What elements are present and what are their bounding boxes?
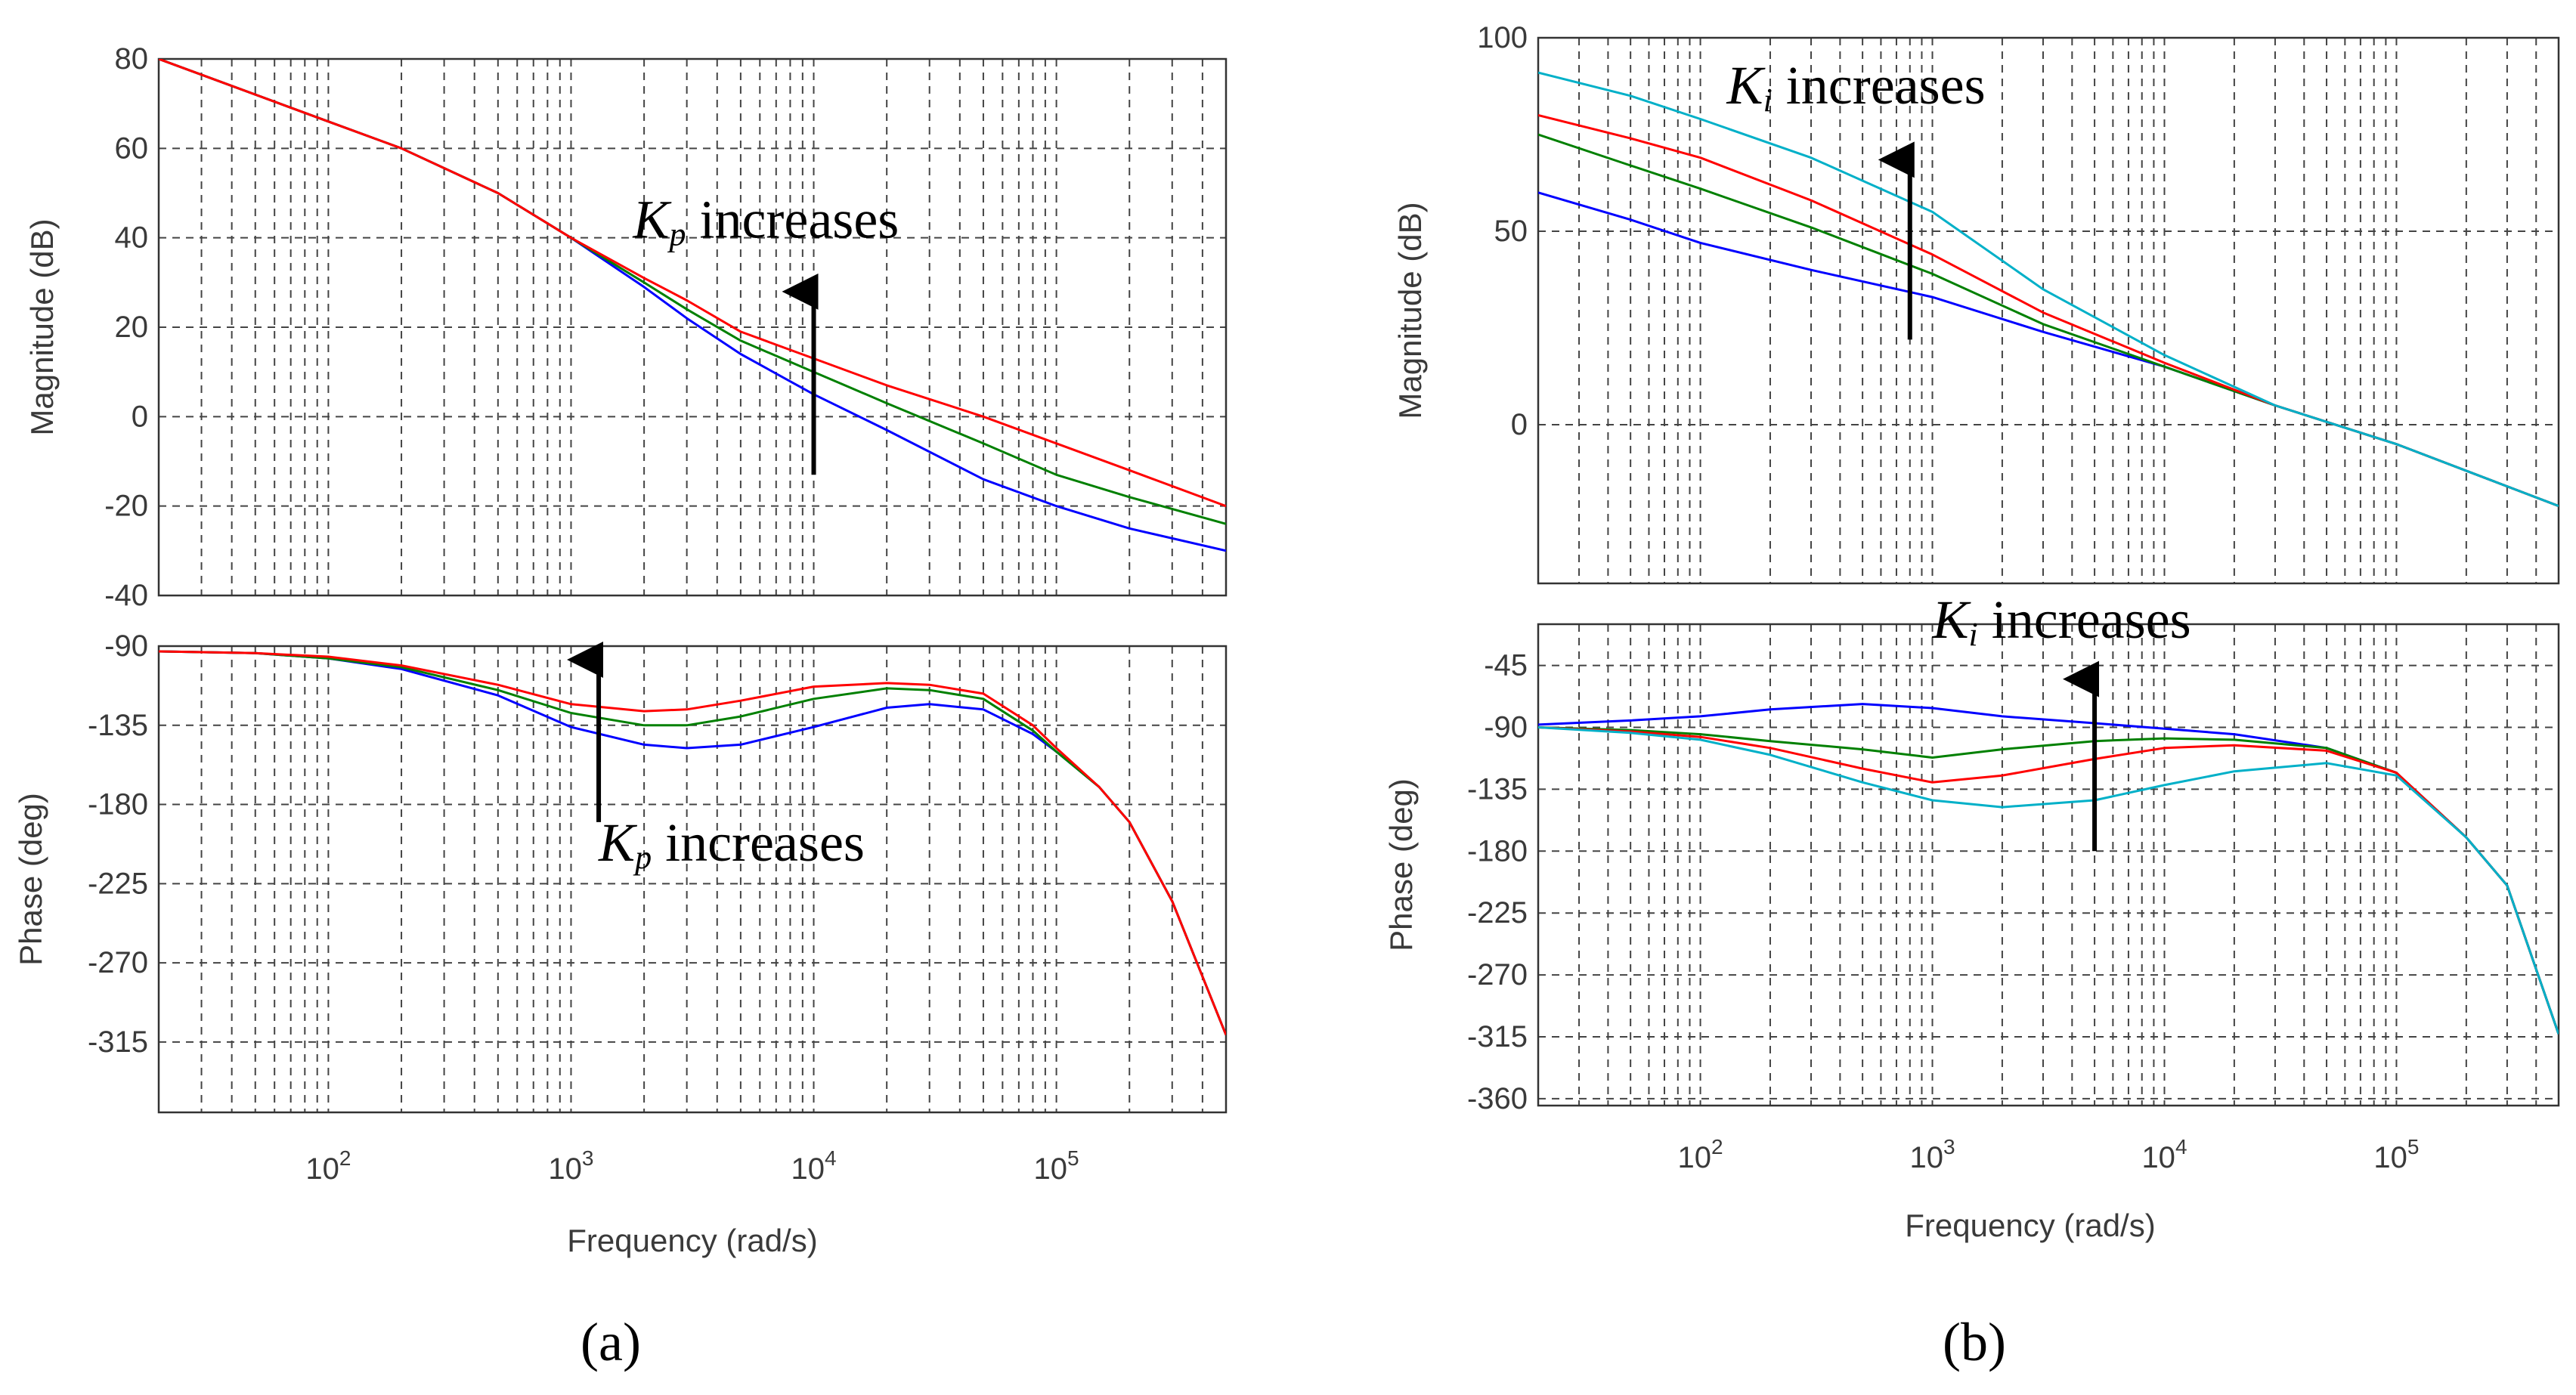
magnitude-subplot: 0 50 100 Magnitude (dB) Ki increases <box>1392 21 2560 585</box>
y-tick-label: 40 <box>115 221 149 255</box>
x-tick-labels: 102 103 104 105 <box>305 1146 1079 1186</box>
panel-caption: (a) <box>581 1312 641 1372</box>
y-tick-label: -135 <box>1467 772 1528 806</box>
x-tick-label: 104 <box>791 1146 836 1186</box>
series-line-3 <box>1538 726 2559 1035</box>
bode-panel-b: 0 50 100 Magnitude (dB) Ki increases -45 -90 -1… <box>1383 21 2560 1372</box>
magnitude-subplot: -40 -20 0 20 40 60 80 Magnitude (dB) Kp increase… <box>24 42 1228 612</box>
y-tick-label: 80 <box>115 42 149 76</box>
series-lines <box>159 59 1226 552</box>
y-tick-label: -360 <box>1467 1082 1528 1115</box>
series-line-4 <box>1538 71 2559 508</box>
y-tick-label: 50 <box>1494 215 1528 248</box>
y-tick-label: 0 <box>1511 408 1528 441</box>
y-tick-label: -225 <box>88 867 148 900</box>
y-tick-label: -135 <box>88 709 148 742</box>
x-tick-label: 105 <box>2373 1135 2419 1174</box>
annotation-label: Kp increases <box>632 190 899 253</box>
x-tick-labels: 102 103 104 105 <box>1678 1135 2420 1174</box>
x-axis-label: Frequency (rad/s) <box>1905 1208 2155 1243</box>
grid <box>1538 38 2559 583</box>
x-tick-label: 103 <box>1909 1135 1955 1174</box>
y-tick-label: -225 <box>1467 896 1528 929</box>
panel-caption: (b) <box>1943 1312 2006 1372</box>
y-tick-label: -270 <box>88 946 148 979</box>
plot-frame <box>157 57 1228 597</box>
y-tick-label: -20 <box>104 490 148 523</box>
series-line-1 <box>1538 703 2559 1035</box>
y-tick-label: 60 <box>115 131 149 165</box>
series-lines <box>1538 703 2559 1035</box>
plot-frame <box>1537 36 2560 585</box>
y-axis-label: Magnitude (dB) <box>24 218 60 435</box>
y-axis-label: Phase (deg) <box>1383 778 1419 951</box>
y-tick-label: 20 <box>115 311 149 344</box>
plot-frame <box>1537 623 2560 1107</box>
series-lines <box>159 650 1226 1036</box>
y-tick-label: -180 <box>1467 834 1528 868</box>
x-tick-label: 105 <box>1034 1146 1079 1186</box>
series-line-4 <box>1538 726 2559 1035</box>
y-tick-label: -40 <box>104 579 148 612</box>
y-axis-label: Magnitude (dB) <box>1392 202 1428 419</box>
x-tick-label: 103 <box>548 1146 593 1186</box>
x-tick-label: 102 <box>305 1146 351 1186</box>
series-line-2 <box>1538 133 2559 508</box>
y-tick-label: -180 <box>88 788 148 821</box>
y-axis-label: Phase (deg) <box>13 793 48 966</box>
y-tick-label: 100 <box>1477 21 1528 54</box>
x-axis-label: Frequency (rad/s) <box>567 1223 817 1258</box>
y-tick-label: -90 <box>1484 711 1528 744</box>
y-tick-label: -315 <box>1467 1020 1528 1053</box>
y-tick-label: -270 <box>1467 958 1528 991</box>
x-tick-label: 102 <box>1678 1135 1723 1174</box>
annotation-label: Kp increases <box>598 812 865 876</box>
y-tick-label: -90 <box>104 629 148 663</box>
series-lines <box>1538 71 2559 508</box>
series-line-2 <box>159 59 1226 525</box>
grid <box>1538 624 2559 1106</box>
series-line-1 <box>1538 191 2559 508</box>
y-tick-label: -45 <box>1484 649 1528 682</box>
annotation-label: Ki increases <box>1932 589 2191 653</box>
grid <box>159 646 1226 1112</box>
bode-panel-a: -40 -20 0 20 40 60 80 Magnitude (dB) Kp increase… <box>13 42 1228 1372</box>
y-tick-label: 0 <box>132 400 148 433</box>
plot-frame <box>157 645 1228 1114</box>
grid <box>159 59 1226 595</box>
series-line-3 <box>159 59 1226 508</box>
y-tick-label: -315 <box>88 1025 148 1059</box>
series-line-2 <box>1538 726 2559 1035</box>
annotation-label: Ki increases <box>1726 55 1986 119</box>
phase-subplot: -45 -90 -135 -180 -225 -270 -315 -360 Phase (deg… <box>1383 589 2560 1115</box>
series-line-3 <box>159 650 1226 1036</box>
phase-subplot: -90 -135 -180 -225 -270 -315 Phase (deg) Kp inc… <box>13 629 1228 1114</box>
x-tick-label: 104 <box>2141 1135 2187 1174</box>
